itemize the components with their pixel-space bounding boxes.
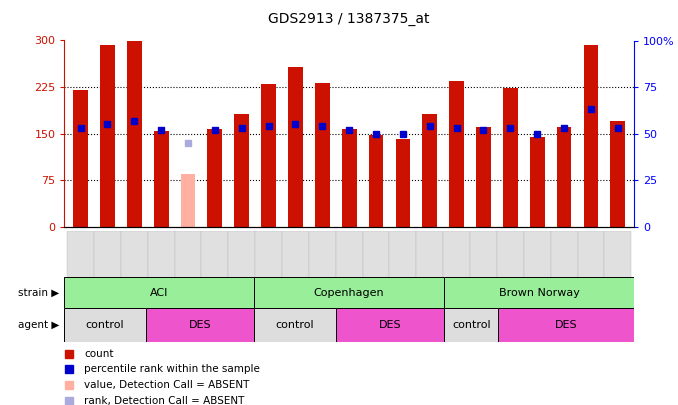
Bar: [180, 174, 195, 227]
Text: control: control: [86, 320, 124, 330]
Text: DES: DES: [188, 320, 212, 330]
Bar: [73, 90, 88, 227]
Text: DES: DES: [555, 320, 578, 330]
Bar: [450, 81, 464, 227]
Bar: [342, 129, 357, 227]
Bar: [557, 128, 572, 227]
Bar: [416, 231, 443, 316]
Bar: [369, 135, 384, 227]
Text: DES: DES: [378, 320, 401, 330]
Bar: [235, 114, 249, 227]
Bar: [127, 40, 142, 227]
Text: control: control: [452, 320, 490, 330]
Text: ACI: ACI: [150, 288, 169, 298]
Text: GDS2913 / 1387375_at: GDS2913 / 1387375_at: [268, 12, 430, 26]
Bar: [255, 231, 282, 316]
Bar: [476, 128, 491, 227]
Bar: [395, 139, 410, 227]
Text: agent ▶: agent ▶: [18, 320, 59, 330]
Text: rank, Detection Call = ABSENT: rank, Detection Call = ABSENT: [84, 396, 245, 405]
Bar: [503, 88, 518, 227]
Bar: [578, 231, 604, 316]
Bar: [100, 45, 115, 227]
Bar: [282, 231, 309, 316]
Bar: [309, 231, 336, 316]
Text: count: count: [84, 349, 114, 358]
Bar: [551, 231, 578, 316]
Bar: [261, 84, 276, 227]
Bar: [201, 231, 228, 316]
Text: strain ▶: strain ▶: [18, 288, 59, 298]
Bar: [148, 231, 174, 316]
Bar: [154, 130, 169, 227]
Bar: [315, 83, 330, 227]
Bar: [207, 129, 222, 227]
Text: Copenhagen: Copenhagen: [314, 288, 384, 298]
Bar: [389, 231, 416, 316]
Bar: [228, 231, 255, 316]
Text: control: control: [276, 320, 314, 330]
Bar: [524, 231, 551, 316]
Bar: [174, 231, 201, 316]
Bar: [94, 231, 121, 316]
Bar: [67, 231, 94, 316]
Bar: [121, 231, 148, 316]
Bar: [363, 231, 389, 316]
Text: Brown Norway: Brown Norway: [498, 288, 580, 298]
Bar: [530, 137, 544, 227]
Bar: [470, 231, 497, 316]
Bar: [336, 231, 363, 316]
Bar: [604, 231, 631, 316]
Bar: [422, 114, 437, 227]
Bar: [497, 231, 524, 316]
Bar: [288, 67, 303, 227]
Bar: [610, 121, 625, 227]
Text: value, Detection Call = ABSENT: value, Detection Call = ABSENT: [84, 380, 250, 390]
Text: percentile rank within the sample: percentile rank within the sample: [84, 364, 260, 374]
Bar: [584, 45, 599, 227]
Bar: [443, 231, 470, 316]
